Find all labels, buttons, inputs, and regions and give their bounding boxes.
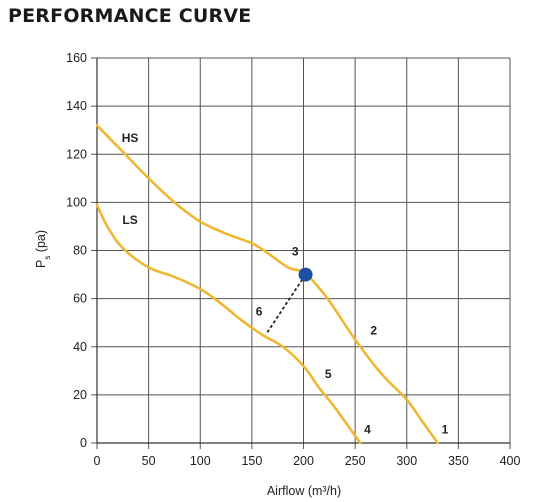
curve-label-3: 3	[292, 244, 299, 258]
y-tick-label: 40	[73, 340, 87, 354]
series-line-ls	[95, 203, 362, 445]
y-axis-label: Ps (pa)	[34, 230, 52, 268]
x-tick-labels: 0 50 100 150 200 250 300 350 400	[94, 454, 521, 468]
x-tick-label: 50	[142, 454, 156, 468]
y-tick-label: 20	[73, 388, 87, 402]
chart-title: PERFORMANCE CURVE	[8, 5, 252, 27]
y-tick-label: 120	[66, 147, 87, 161]
y-tick-label: 0	[80, 436, 87, 450]
x-tick-label: 150	[241, 454, 262, 468]
dashed-connector-line	[266, 274, 307, 333]
y-tick-labels: 0 20 40 60 80 100 120 140 160	[66, 51, 87, 450]
x-tick-label: 350	[448, 454, 469, 468]
series-lines	[95, 124, 440, 445]
y-tick-label: 160	[66, 51, 87, 65]
curve-label-ls: LS	[122, 213, 137, 227]
curve-label-6: 6	[256, 304, 263, 318]
curve-annotations: HS LS 1 2 3 4 5 6	[122, 131, 449, 436]
y-tick-label: 80	[73, 244, 87, 258]
x-tick-label: 400	[500, 454, 521, 468]
curve-label-4: 4	[364, 422, 371, 436]
curve-label-hs: HS	[122, 131, 139, 145]
grid	[97, 57, 511, 443]
series-line-hs	[95, 124, 440, 445]
y-tick-label: 140	[66, 99, 87, 113]
operating-point-group	[266, 267, 313, 333]
x-axis-label: Airflow (m³/h)	[267, 484, 341, 498]
curve-label-2: 2	[370, 324, 377, 338]
x-tick-label: 300	[396, 454, 417, 468]
curve-label-1: 1	[442, 422, 449, 436]
x-tick-label: 200	[293, 454, 314, 468]
curve-label-5: 5	[325, 367, 332, 381]
x-tick-label: 250	[345, 454, 366, 468]
operating-point-marker	[298, 267, 313, 282]
y-tick-label: 60	[73, 292, 87, 306]
x-tick-label: 100	[190, 454, 211, 468]
y-tick-label: 100	[66, 195, 87, 209]
x-tick-label: 0	[94, 454, 101, 468]
axes	[91, 57, 511, 449]
